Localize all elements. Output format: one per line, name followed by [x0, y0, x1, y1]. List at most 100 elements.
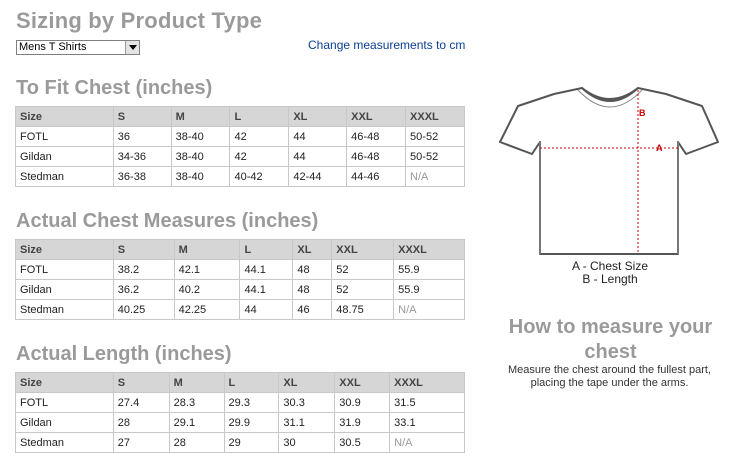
table-cell: 30.9 — [334, 392, 391, 413]
caption-chest-size: A - Chest Size — [571, 259, 649, 273]
table-cell: 44.1 — [239, 259, 294, 280]
table-cell: 29 — [223, 432, 280, 453]
section-title-actual-chest: Actual Chest Measures (inches) — [16, 210, 319, 232]
col-header: L — [239, 239, 294, 260]
table-to-fit-chest: Size S M L XL XXL XXXL FOTL 36 38-40 42 … — [15, 106, 465, 187]
table-cell: FOTL — [15, 392, 114, 413]
table-cell: 34-36 — [112, 146, 172, 167]
table-cell: 29.9 — [223, 412, 280, 433]
table-cell: 46-48 — [346, 126, 407, 147]
col-header: L — [223, 372, 280, 393]
product-type-select-value: Mens T Shirts — [19, 41, 87, 53]
table-cell: 36-38 — [112, 166, 172, 187]
table-cell: 44 — [288, 126, 348, 147]
table-row: Stedman 40.25 42.25 44 46 48.75 N/A — [15, 299, 465, 320]
table-row: FOTL 38.2 42.1 44.1 48 52 55.9 — [15, 259, 465, 280]
table-cell: Gildan — [15, 412, 114, 433]
table-cell: 52 — [331, 279, 395, 300]
table-cell: 42.25 — [173, 299, 241, 320]
table-cell: Stedman — [15, 166, 114, 187]
tshirt-icon: B A — [499, 87, 719, 255]
section-title-actual-length: Actual Length (inches) — [16, 343, 232, 365]
col-header: XXL — [346, 106, 407, 127]
table-cell: 38-40 — [170, 146, 231, 167]
table-row: FOTL 27.4 28.3 29.3 30.3 30.9 31.5 — [15, 392, 465, 413]
table-cell: 40-42 — [229, 166, 290, 187]
table-cell: 48 — [292, 279, 333, 300]
section-title-to-fit-chest: To Fit Chest (inches) — [16, 77, 213, 99]
table-cell: 55.9 — [393, 259, 465, 280]
col-header: L — [229, 106, 290, 127]
table-cell: 29.1 — [168, 412, 225, 433]
table-cell: 50-52 — [405, 126, 465, 147]
col-header: XXL — [331, 239, 395, 260]
table-cell: 30.5 — [334, 432, 391, 453]
col-header: S — [112, 372, 170, 393]
table-cell: 27.4 — [112, 392, 170, 413]
table-actual-length: Size S M L XL XXL XXXL FOTL 27.4 28.3 29… — [15, 372, 465, 453]
col-header: Size — [15, 372, 114, 393]
col-header: XL — [288, 106, 348, 127]
table-cell: 46-48 — [346, 146, 407, 167]
col-header: XL — [278, 372, 336, 393]
table-cell: 36 — [112, 126, 172, 147]
howto-description: Measure the chest around the fullest par… — [507, 364, 711, 389]
table-cell: 46 — [292, 299, 333, 320]
table-cell: 52 — [331, 259, 395, 280]
table-cell: 48 — [292, 259, 333, 280]
product-type-select[interactable]: Mens T Shirts — [16, 40, 140, 55]
table-cell: 28.3 — [168, 392, 225, 413]
table-cell: 42.1 — [173, 259, 241, 280]
table-row: Gildan 36.2 40.2 44.1 48 52 55.9 — [15, 279, 465, 300]
marker-b: B — [639, 108, 646, 118]
col-header: Size — [15, 239, 114, 260]
chevron-down-icon[interactable] — [125, 41, 139, 54]
table-cell: 33.1 — [389, 412, 465, 433]
table-row: Gildan 28 29.1 29.9 31.1 31.9 33.1 — [15, 412, 465, 433]
table-cell: 40.2 — [173, 279, 241, 300]
table-cell: Gildan — [15, 146, 114, 167]
table-cell: 44-46 — [346, 166, 407, 187]
table-cell: 29.3 — [223, 392, 280, 413]
table-header-row: Size S M L XL XXL XXXL — [15, 106, 465, 127]
col-header: Size — [15, 106, 114, 127]
change-units-link[interactable]: Change measurements to cm — [308, 38, 466, 52]
table-cell: 42 — [229, 126, 290, 147]
table-header-row: Size S M L XL XXL XXXL — [15, 239, 465, 260]
caption-length: B - Length — [582, 272, 638, 286]
howto-title: How to measure your chest — [508, 316, 713, 363]
table-cell: 50-52 — [405, 146, 465, 167]
col-header: XXXL — [405, 106, 465, 127]
table-cell: N/A — [405, 166, 465, 187]
table-cell: 42 — [229, 146, 290, 167]
table-cell: 31.5 — [389, 392, 465, 413]
table-cell: FOTL — [15, 259, 114, 280]
col-header: S — [112, 106, 172, 127]
table-cell: Stedman — [15, 299, 114, 320]
table-header-row: Size S M L XL XXL XXXL — [15, 372, 465, 393]
table-cell: 48.75 — [331, 299, 395, 320]
col-header: XXXL — [393, 239, 465, 260]
table-cell: 55.9 — [393, 279, 465, 300]
table-cell: N/A — [389, 432, 465, 453]
table-cell: 42-44 — [288, 166, 348, 187]
col-header: XL — [292, 239, 333, 260]
table-cell: 40.25 — [112, 299, 175, 320]
table-cell: 36.2 — [112, 279, 175, 300]
table-cell: FOTL — [15, 126, 114, 147]
table-row: Gildan 34-36 38-40 42 44 46-48 50-52 — [15, 146, 465, 167]
table-cell: 30 — [278, 432, 336, 453]
tshirt-diagram: B A — [496, 84, 724, 260]
table-cell: 38-40 — [170, 126, 231, 147]
col-header: XXL — [334, 372, 391, 393]
table-row: Stedman 36-38 38-40 40-42 42-44 44-46 N/… — [15, 166, 465, 187]
table-cell: 44.1 — [239, 279, 294, 300]
table-row: Stedman 27 28 29 30 30.5 N/A — [15, 432, 465, 453]
table-row: FOTL 36 38-40 42 44 46-48 50-52 — [15, 126, 465, 147]
table-cell: 38-40 — [170, 166, 231, 187]
table-cell: 28 — [112, 412, 170, 433]
table-cell: 27 — [112, 432, 170, 453]
table-cell: 31.1 — [278, 412, 336, 433]
table-cell: 44 — [288, 146, 348, 167]
table-cell: 38.2 — [112, 259, 175, 280]
